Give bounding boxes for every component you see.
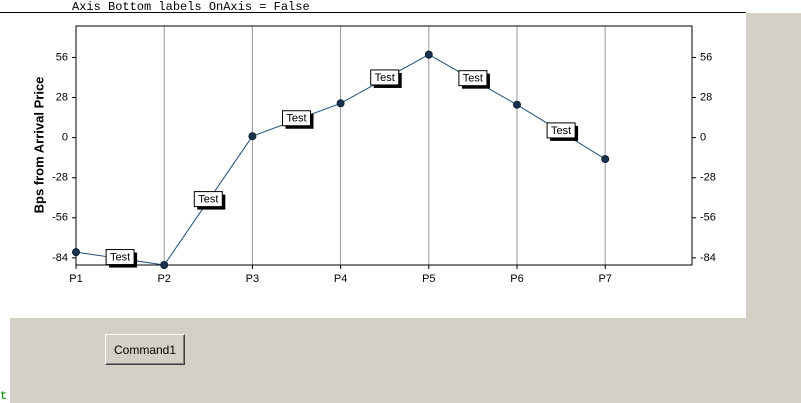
annotation-box — [105, 249, 135, 266]
caption: Axis Bottom labels OnAxis = False — [72, 1, 310, 12]
annotation: Test — [105, 249, 138, 268]
x-tick-label: P2 — [157, 273, 170, 285]
data-point — [601, 155, 610, 164]
separator — [0, 12, 746, 13]
y2-tick-label: -28 — [700, 172, 716, 184]
annotation-text: Test — [110, 251, 130, 263]
y2-tick-label: -84 — [700, 252, 716, 264]
annotation: Test — [458, 70, 490, 89]
x-tick-label: P7 — [598, 273, 611, 285]
chart: Bps from Arrival Price -84 -84 -56 -56 -28 -2… — [31, 25, 716, 285]
annotation: Test — [193, 191, 226, 210]
plot-border — [75, 25, 693, 266]
x-tick-label: P6 — [510, 273, 523, 285]
y-tick-label: -28 — [52, 172, 68, 184]
command-button[interactable]: Command1 — [105, 334, 185, 365]
y-tick-label: -56 — [52, 212, 68, 224]
annotation-box — [193, 191, 223, 208]
y2-tick-label: -56 — [700, 212, 716, 224]
annotation-text: Test — [198, 194, 218, 206]
annotation-box — [370, 69, 400, 86]
y2-tick-label: 0 — [700, 132, 706, 144]
data-point — [72, 248, 80, 257]
data-point — [513, 100, 521, 109]
y2-tick-label: 56 — [700, 51, 712, 63]
y-axis-label: Bps from Arrival Price — [31, 77, 46, 214]
data-point — [248, 132, 257, 141]
y-tick-label: 0 — [62, 132, 68, 144]
y-tick-label: 28 — [56, 91, 68, 103]
data-point — [336, 99, 345, 108]
annotation-text: Test — [463, 73, 483, 85]
y-tick-label: 56 — [56, 51, 68, 63]
annotation-text: Test — [551, 125, 571, 137]
x-tick-label: P1 — [69, 273, 82, 285]
data-point — [424, 50, 433, 59]
annotation: Test — [282, 110, 314, 129]
annotation: Test — [546, 122, 579, 141]
x-tick-label: P3 — [246, 273, 259, 285]
y2-tick-label: 28 — [700, 91, 712, 103]
annotation-text: Test — [286, 113, 306, 125]
x-tick-label: P4 — [334, 273, 347, 285]
status-text: t — [0, 389, 8, 403]
annotation-box — [282, 110, 311, 127]
x-tick-label: P5 — [422, 273, 435, 285]
annotation: Test — [370, 69, 402, 88]
data-point — [160, 261, 169, 269]
y-tick-label: -84 — [52, 252, 68, 264]
annotation-box — [458, 70, 488, 87]
annotation-text: Test — [375, 72, 395, 84]
annotation-box — [546, 122, 576, 139]
